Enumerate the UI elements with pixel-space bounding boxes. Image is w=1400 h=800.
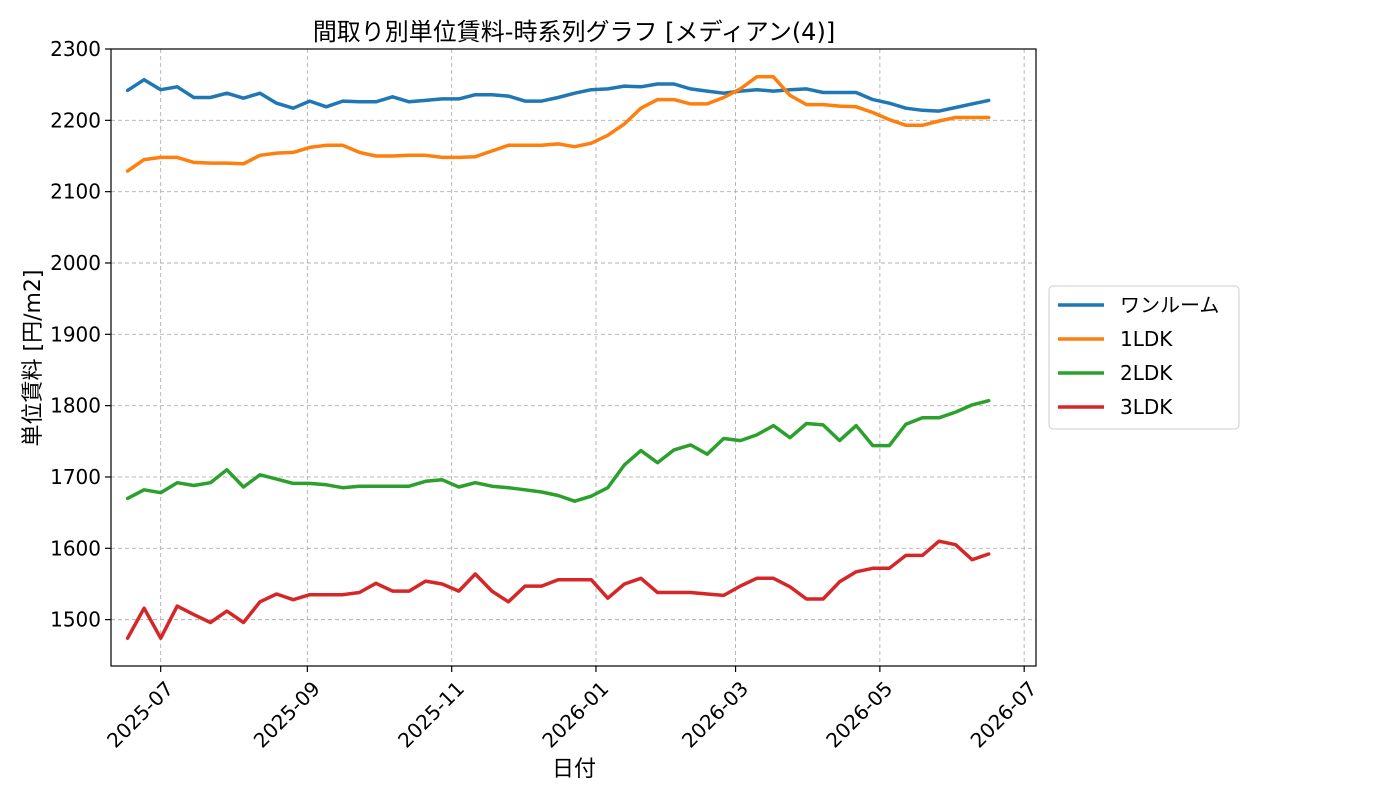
series-line-4 xyxy=(125,539,991,640)
legend-label-2: 1LDK xyxy=(1120,327,1173,351)
legend-label-1: ワンルーム xyxy=(1120,293,1219,317)
series-line-2 xyxy=(125,75,991,173)
plot-area-frame xyxy=(110,48,1037,667)
y-tick-label: 1600 xyxy=(50,536,101,560)
legend-label-3: 2LDK xyxy=(1120,361,1173,385)
x-axis-title: 日付 xyxy=(552,757,596,782)
y-tick-label: 2300 xyxy=(50,37,101,61)
y-tick-label: 2000 xyxy=(50,251,101,275)
y-tick-label: 1800 xyxy=(50,394,101,418)
legend-box xyxy=(1048,285,1240,430)
legend-label-4: 3LDK xyxy=(1120,395,1173,419)
series-lines xyxy=(125,75,991,640)
y-tick-label: 1700 xyxy=(50,465,101,489)
y-axis-title: 単位賃料 [円/m2] xyxy=(21,270,46,447)
y-tick-label: 2200 xyxy=(50,108,101,132)
chart-title: 間取り別単位賃料-時系列グラフ [メディアン(4)] xyxy=(313,18,835,46)
chart-legend: ワンルーム 1LDK 2LDK 3LDK xyxy=(1048,285,1240,430)
y-tick-label: 2100 xyxy=(50,180,101,204)
y-tick-label: 1500 xyxy=(50,608,101,632)
y-tick-label: 1900 xyxy=(50,322,101,346)
series-line-1 xyxy=(125,77,991,113)
series-line-3 xyxy=(125,398,991,503)
y-axis-ticks: 1500 1600 1700 1800 1900 2000 2100 2200 2300 xyxy=(50,37,111,632)
